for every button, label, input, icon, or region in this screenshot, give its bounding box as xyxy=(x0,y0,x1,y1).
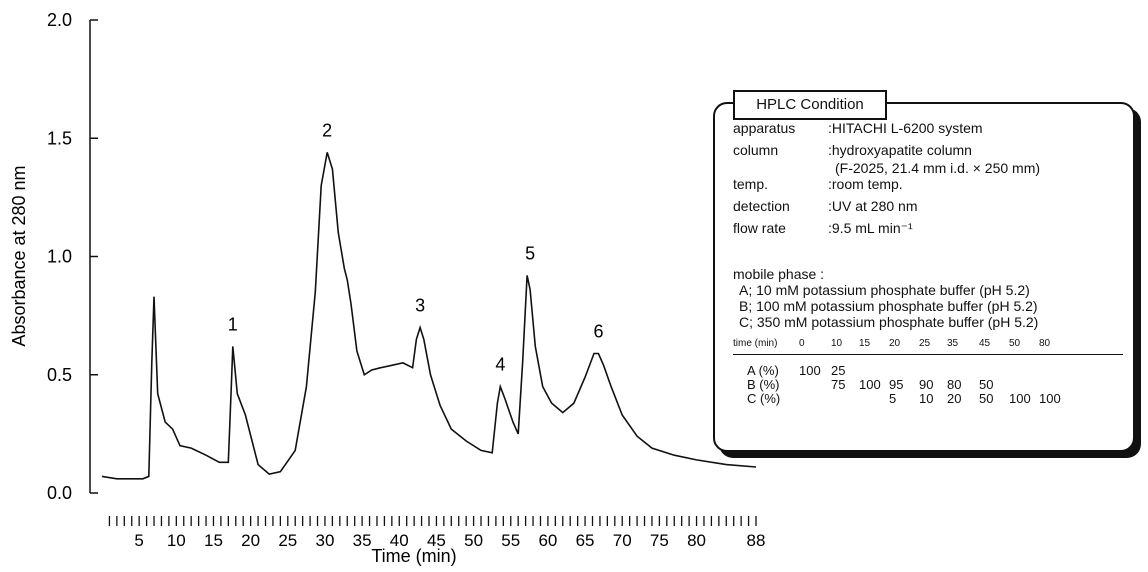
x-tick-label: 50 xyxy=(464,531,483,550)
x-tick-label: 75 xyxy=(650,531,669,550)
y-axis-title: Absorbance at 280 nm xyxy=(9,165,29,346)
gradient-cell: 5 xyxy=(889,391,897,406)
gradient-header-cell: 0 xyxy=(799,338,805,349)
condition-value: :hydroxyapatite column xyxy=(828,142,972,158)
panel-title: HPLC Condition xyxy=(733,90,887,120)
x-axis-title: Time (min) xyxy=(371,546,456,566)
x-tick-label: 60 xyxy=(538,531,557,550)
y-ticks: 0.0 0.5 1.0 1.5 2.0 xyxy=(47,10,98,503)
gradient-cell: 95 xyxy=(889,377,904,392)
y-tick-label: 2.0 xyxy=(47,10,72,30)
gradient-cell: 50 xyxy=(979,391,994,406)
chromatogram-trace xyxy=(101,152,757,480)
hplc-condition-panel: HPLC Condition apparatus :HITACHI L-6200 … xyxy=(713,90,1135,452)
gradient-cell: 25 xyxy=(831,363,846,378)
gradient-header-cell: 10 xyxy=(831,338,843,349)
peak-label-6: 6 xyxy=(593,321,603,341)
gradient-header-cell: 35 xyxy=(947,338,959,349)
x-tick-label: 45 xyxy=(427,531,446,550)
gradient-row-label: A (%) xyxy=(747,363,779,378)
gradient-row: C (%) 5 10 20 50 100 100 xyxy=(733,389,1123,406)
peak-label-4: 4 xyxy=(495,355,505,375)
gradient-cell: 100 xyxy=(799,363,821,378)
gradient-row-label: B (%) xyxy=(747,377,780,392)
gradient-header-cell: time (min) xyxy=(733,338,778,349)
gradient-table-header: time (min) 0 10 15 20 25 35 45 50 80 xyxy=(733,336,1123,355)
condition-value-cont: (F-2025, 21.4 mm i.d. × 250 mm) xyxy=(835,160,1041,176)
gradient-row: A (%) 100 25 xyxy=(733,361,1123,378)
mobile-phase-line: B; 100 mM potassium phosphate buffer (pH… xyxy=(739,298,1038,314)
gradient-cell: 20 xyxy=(947,391,962,406)
x-tick-label: 30 xyxy=(315,531,334,550)
gradient-table: time (min) 0 10 15 20 25 35 45 50 80 A (%) 100 25 B … xyxy=(733,336,1123,406)
gradient-cell: 10 xyxy=(919,391,934,406)
peak-label-2: 2 xyxy=(322,120,332,140)
mobile-phase-title: mobile phase : xyxy=(733,266,825,282)
mobile-phase-line: A; 10 mM potassium phosphate buffer (pH … xyxy=(739,282,1030,298)
condition-key: apparatus xyxy=(733,120,796,136)
gradient-row: B (%) 75 100 95 90 80 50 xyxy=(733,375,1123,392)
x-tick-label: 65 xyxy=(576,531,595,550)
x-tick-label: 55 xyxy=(501,531,520,550)
gradient-cell: 50 xyxy=(979,377,994,392)
gradient-header-cell: 15 xyxy=(859,338,871,349)
peak-label-5: 5 xyxy=(525,243,535,263)
gradient-header-cell: 50 xyxy=(1009,338,1021,349)
gradient-cell: 80 xyxy=(947,377,962,392)
condition-key: temp. xyxy=(733,176,769,192)
condition-value: :room temp. xyxy=(828,176,903,192)
peak-label-1: 1 xyxy=(228,314,238,334)
gradient-cell: 90 xyxy=(919,377,934,392)
gradient-header-cell: 80 xyxy=(1039,338,1051,349)
x-tick-label: 88 xyxy=(747,531,766,550)
gradient-table-body: A (%) 100 25 B (%) 75 100 95 90 80 50 C (%) 5 10 20 50… xyxy=(733,355,1123,406)
condition-key: column xyxy=(733,142,779,158)
x-tick-label: 15 xyxy=(204,531,223,550)
x-tick-label: 80 xyxy=(687,531,706,550)
condition-key: flow rate xyxy=(733,220,786,236)
condition-key: detection xyxy=(733,198,790,214)
y-tick-label: 0.0 xyxy=(47,483,72,503)
x-tick-label: 25 xyxy=(278,531,297,550)
gradient-header-cell: 20 xyxy=(889,338,901,349)
x-ticks: 5 10 15 20 25 30 35 40 45 50 55 60 65 70 75 80 88 xyxy=(108,516,766,550)
gradient-cell: 100 xyxy=(1039,391,1061,406)
gradient-cell: 100 xyxy=(1009,391,1031,406)
condition-value: :UV at 280 nm xyxy=(828,198,918,214)
gradient-cell: 100 xyxy=(859,377,881,392)
x-tick-label: 20 xyxy=(241,531,260,550)
x-tick-label: 10 xyxy=(167,531,186,550)
mobile-phase-line: C; 350 mM potassium phosphate buffer (pH… xyxy=(739,314,1039,330)
peak-label-3: 3 xyxy=(415,295,425,315)
condition-value: :9.5 mL min⁻¹ xyxy=(828,220,913,236)
x-tick-label: 35 xyxy=(353,531,372,550)
condition-value: :HITACHI L-6200 system xyxy=(828,120,983,136)
gradient-header-cell: 25 xyxy=(919,338,931,349)
x-tick-label: 5 xyxy=(134,531,143,550)
y-tick-label: 1.5 xyxy=(47,128,72,148)
gradient-header-cell: 45 xyxy=(979,338,991,349)
y-tick-label: 1.0 xyxy=(47,247,72,267)
gradient-row-label: C (%) xyxy=(747,391,781,406)
peak-labels: 1 2 3 4 5 6 xyxy=(228,120,604,374)
y-tick-label: 0.5 xyxy=(47,365,72,385)
x-tick-label: 70 xyxy=(613,531,632,550)
gradient-cell: 75 xyxy=(831,377,846,392)
x-tick-label: 40 xyxy=(390,531,409,550)
